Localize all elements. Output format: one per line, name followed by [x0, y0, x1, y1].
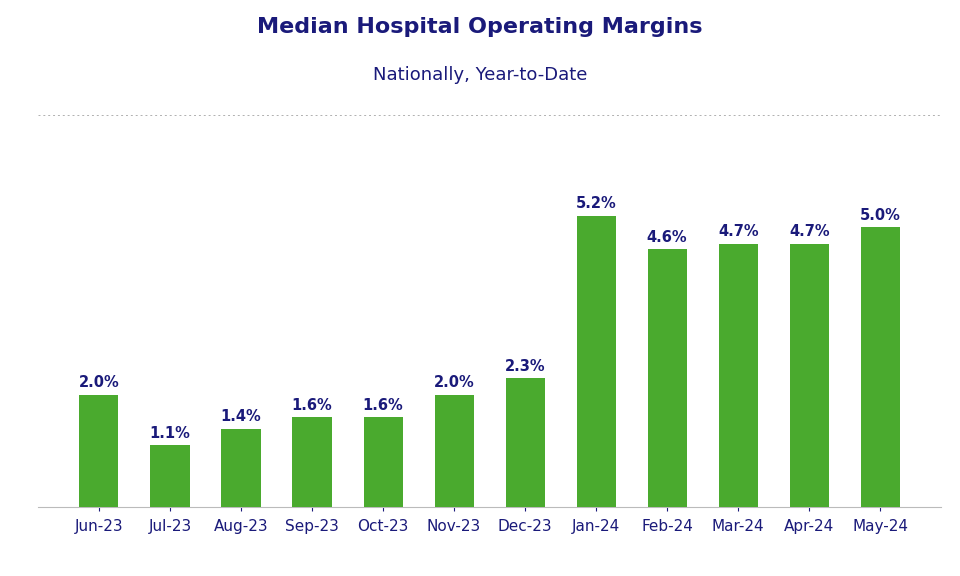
Text: 2.0%: 2.0% [434, 376, 474, 391]
Text: 1.4%: 1.4% [221, 409, 261, 424]
Text: 1.6%: 1.6% [363, 398, 403, 413]
Bar [577, 216, 615, 507]
Bar [293, 418, 331, 507]
Bar [648, 249, 686, 507]
Text: 1.1%: 1.1% [150, 426, 190, 441]
Text: 4.7%: 4.7% [718, 225, 758, 240]
Bar [861, 227, 900, 507]
Text: 2.3%: 2.3% [505, 359, 545, 374]
Text: 1.6%: 1.6% [292, 398, 332, 413]
Bar [222, 429, 260, 507]
Bar [435, 395, 473, 507]
Bar [80, 395, 118, 507]
Bar [790, 244, 828, 507]
Text: 4.6%: 4.6% [647, 230, 687, 245]
Bar [151, 445, 189, 507]
Text: 5.2%: 5.2% [576, 196, 616, 211]
Bar [506, 378, 544, 507]
Text: Nationally, Year-to-Date: Nationally, Year-to-Date [372, 66, 588, 84]
Text: 5.0%: 5.0% [860, 207, 900, 223]
Bar [364, 418, 402, 507]
Text: Median Hospital Operating Margins: Median Hospital Operating Margins [257, 17, 703, 37]
Text: 4.7%: 4.7% [789, 225, 829, 240]
Text: 2.0%: 2.0% [79, 376, 119, 391]
Bar [719, 244, 757, 507]
